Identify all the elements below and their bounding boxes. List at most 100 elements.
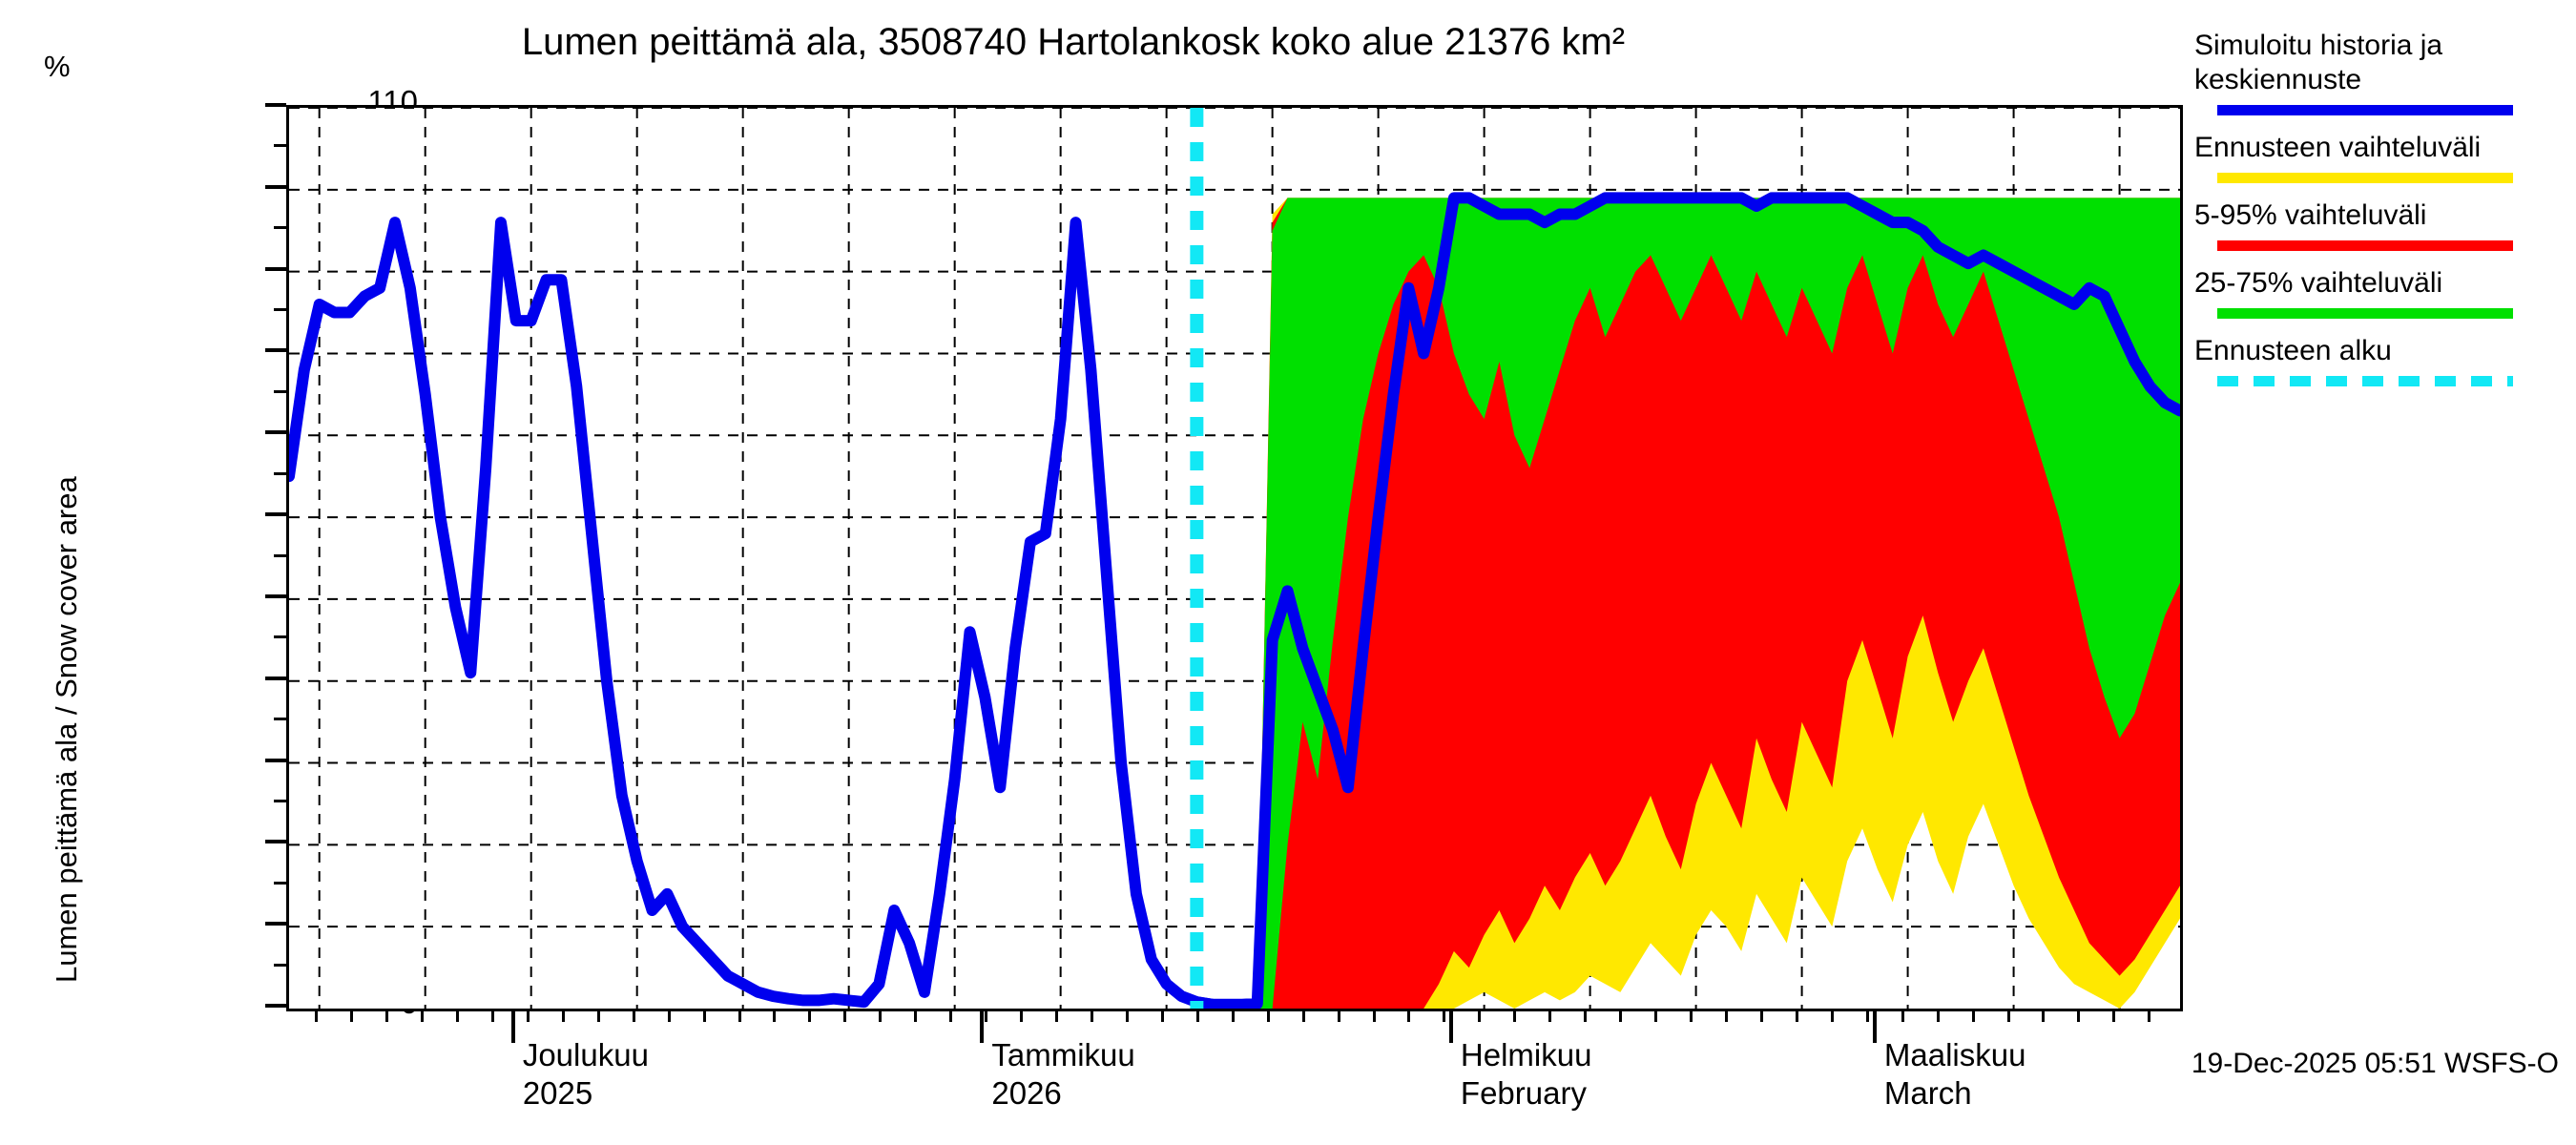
x-axis-minor-tick xyxy=(1443,1009,1446,1022)
x-axis-minor-tick xyxy=(1160,1009,1164,1022)
y-axis-tick-mark xyxy=(265,1004,286,1008)
x-axis-minor-tick xyxy=(455,1009,459,1022)
x-axis-minor-tick xyxy=(1301,1009,1305,1022)
y-axis-tick-mark xyxy=(265,512,286,517)
x-axis-tick-label-primary: Helmikuu xyxy=(1460,1037,1592,1072)
legend-item[interactable]: 25-75% vaihteluväli xyxy=(2194,266,2576,319)
x-axis-minor-tick xyxy=(1865,1009,1869,1022)
y-axis-minor-tick xyxy=(274,308,286,312)
x-axis-minor-tick xyxy=(1759,1009,1763,1022)
forecast-mean-line xyxy=(1191,192,2180,1009)
x-axis-minor-tick xyxy=(315,1009,319,1022)
x-axis-tick-label-primary: Maaliskuu xyxy=(1883,1037,2026,1072)
y-axis-minor-tick xyxy=(274,226,286,230)
legend-item-label: Ennusteen alku xyxy=(2194,335,2392,366)
y-axis-tick-mark xyxy=(265,593,286,598)
x-axis-tick-label-primary: Tammikuu xyxy=(991,1037,1135,1072)
y-axis-tick-mark xyxy=(265,430,286,435)
y-axis-minor-tick xyxy=(274,635,286,639)
legend-swatch-dashed xyxy=(2217,376,2513,386)
x-axis-minor-tick xyxy=(385,1009,389,1022)
x-axis-tick-label-secondary: 2026 xyxy=(991,1075,1062,1111)
x-axis-tick-label: Maaliskuu March xyxy=(1884,1036,2026,1113)
x-axis-minor-tick xyxy=(773,1009,777,1022)
legend-item[interactable]: Simuloitu historia ja keskiennuste xyxy=(2194,29,2576,115)
x-axis-major-tick xyxy=(510,1009,515,1043)
x-axis-major-tick xyxy=(1872,1009,1877,1043)
x-axis-tick-label-secondary: February xyxy=(1460,1075,1587,1111)
x-axis-minor-tick xyxy=(1372,1009,1376,1022)
plot-canvas xyxy=(289,108,2180,1009)
x-axis-minor-tick xyxy=(949,1009,953,1022)
x-axis-minor-tick xyxy=(1830,1009,1834,1022)
x-axis-minor-tick xyxy=(1548,1009,1552,1022)
legend-swatch xyxy=(2217,308,2513,319)
x-axis-minor-tick xyxy=(667,1009,671,1022)
x-axis-tick-label-primary: Joulukuu xyxy=(522,1037,649,1072)
x-axis-minor-tick xyxy=(1795,1009,1798,1022)
x-axis-minor-tick xyxy=(1584,1009,1588,1022)
x-axis-minor-tick xyxy=(985,1009,988,1022)
legend-swatch xyxy=(2217,240,2513,251)
x-axis-minor-tick xyxy=(702,1009,706,1022)
x-axis-tick-label-secondary: March xyxy=(1883,1075,1972,1111)
history-line xyxy=(289,217,1218,1009)
x-axis-minor-tick xyxy=(490,1009,494,1022)
y-axis-tick-mark xyxy=(265,840,286,844)
y-axis-minor-tick xyxy=(274,553,286,557)
x-axis-major-tick xyxy=(980,1009,985,1043)
legend-item-label: 25-75% vaihteluväli xyxy=(2194,267,2443,299)
x-axis-major-tick xyxy=(1448,1009,1453,1043)
x-axis-tick-label: Tammikuu 2026 xyxy=(991,1036,1134,1113)
y-axis-minor-tick xyxy=(274,718,286,721)
y-axis-tick-mark xyxy=(265,348,286,353)
y-axis-tick-mark xyxy=(265,266,286,271)
x-axis-minor-tick xyxy=(1055,1009,1059,1022)
x-axis-minor-tick xyxy=(843,1009,847,1022)
x-axis-tick-label: Helmikuu February xyxy=(1461,1036,1592,1113)
legend-item[interactable]: Ennusteen alku xyxy=(2194,334,2576,386)
y-axis-tick-mark xyxy=(265,758,286,762)
legend-item[interactable]: 5-95% vaihteluväli xyxy=(2194,198,2576,251)
plot-area xyxy=(286,105,2183,1011)
x-axis-minor-tick xyxy=(1619,1009,1623,1022)
x-axis-minor-tick xyxy=(1090,1009,1093,1022)
x-axis-minor-tick xyxy=(737,1009,741,1022)
x-axis-minor-tick xyxy=(1195,1009,1199,1022)
legend-swatch xyxy=(2217,105,2513,115)
timestamp-label: 19-Dec-2025 05:51 WSFS-O xyxy=(2191,1048,2559,1079)
x-axis-tick-label: Joulukuu 2025 xyxy=(523,1036,649,1113)
x-axis-minor-tick xyxy=(2042,1009,2046,1022)
x-axis-minor-tick xyxy=(526,1009,530,1022)
x-axis-minor-tick xyxy=(632,1009,635,1022)
x-axis-minor-tick xyxy=(350,1009,354,1022)
x-axis-minor-tick xyxy=(1690,1009,1693,1022)
x-axis-minor-tick xyxy=(1971,1009,1975,1022)
y-axis-minor-tick xyxy=(274,799,286,802)
y-axis-tick-mark xyxy=(265,676,286,680)
y-axis-minor-tick xyxy=(274,144,286,148)
x-axis-minor-tick xyxy=(808,1009,812,1022)
y-axis-tick-mark xyxy=(265,103,286,107)
legend-item-label: Simuloitu historia ja keskiennuste xyxy=(2194,30,2443,95)
x-axis-minor-tick xyxy=(1020,1009,1024,1022)
x-axis-tick-label-secondary: 2025 xyxy=(522,1075,593,1111)
x-axis-minor-tick xyxy=(1724,1009,1728,1022)
legend-item-label: 5-95% vaihteluväli xyxy=(2194,199,2427,231)
y-axis-minor-tick xyxy=(274,471,286,475)
x-axis-minor-tick xyxy=(1901,1009,1904,1022)
x-axis-minor-tick xyxy=(879,1009,883,1022)
legend-swatch xyxy=(2217,173,2513,183)
x-axis-minor-tick xyxy=(1337,1009,1340,1022)
chart-svg xyxy=(289,108,2180,1009)
legend-item[interactable]: Ennusteen vaihteluväli xyxy=(2194,131,2576,183)
x-axis-minor-tick xyxy=(914,1009,918,1022)
x-axis-minor-tick xyxy=(2006,1009,2010,1022)
y-axis-minor-tick xyxy=(274,963,286,967)
y-axis-title: Lumen peittämä ala / Snow cover area xyxy=(50,476,83,983)
y-axis-tick-mark xyxy=(265,184,286,189)
y-axis-unit: % xyxy=(44,50,71,83)
forecast-band-00e000 xyxy=(1257,198,2180,1009)
legend-item-label: Ennusteen vaihteluväli xyxy=(2194,132,2482,163)
